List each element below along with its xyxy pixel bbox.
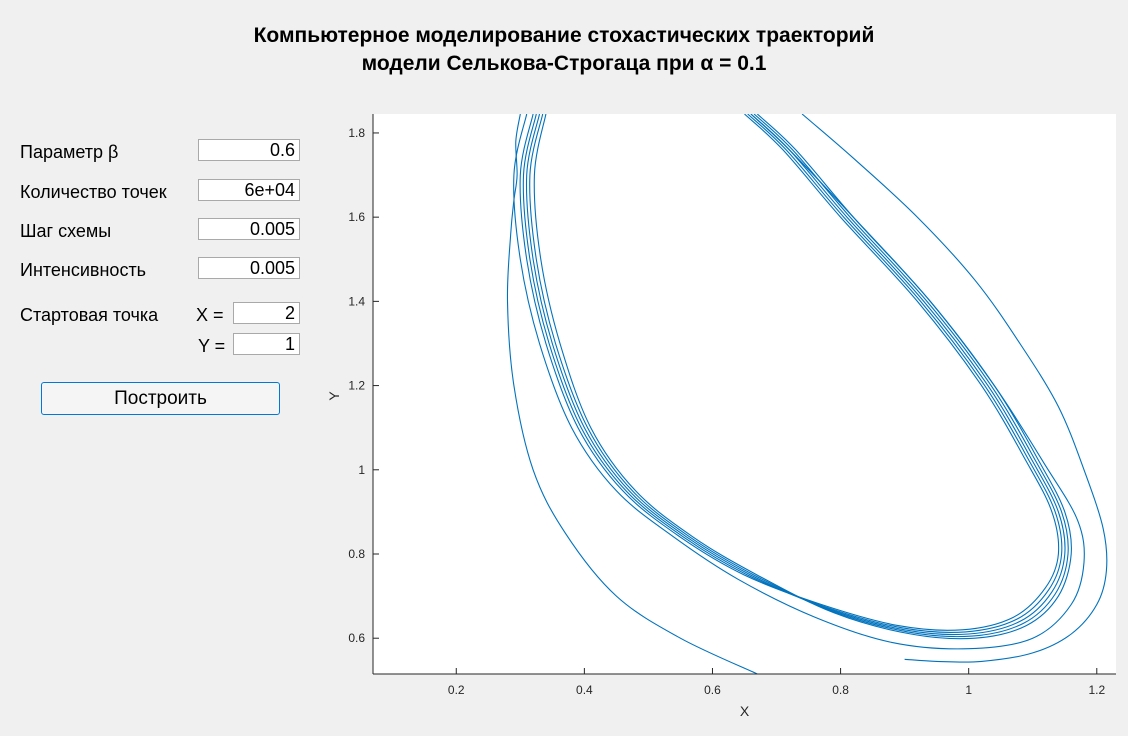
y-tick-label: 1.8: [348, 126, 365, 140]
intensity-label: Интенсивность: [20, 260, 147, 280]
title-line-1: Компьютерное моделирование стохастически…: [253, 24, 875, 47]
start-point-label: Стартовая точка: [20, 305, 159, 325]
trajectory-line-8: [801, 114, 1108, 663]
x-axis-label: X: [740, 703, 750, 719]
x-tick-label: 0.8: [832, 683, 849, 697]
y-tick-label: 0.8: [348, 547, 365, 561]
build-button[interactable]: Построить: [41, 382, 280, 415]
plot-area: [373, 114, 1116, 674]
step-input[interactable]: [198, 218, 300, 240]
page-title: Компьютерное моделирование стохастически…: [0, 22, 1128, 78]
trajectory-line-1: [506, 114, 758, 674]
intensity-input[interactable]: [198, 257, 300, 279]
x-tick-label: 0.4: [576, 683, 593, 697]
trajectory-line-6: [519, 114, 1060, 631]
trajectory-lines: [506, 114, 1108, 674]
x-tick-label: 0.2: [448, 683, 465, 697]
y-tick-label: 0.6: [348, 631, 365, 645]
beta-input[interactable]: [198, 139, 300, 161]
beta-label: Параметр β: [20, 142, 119, 162]
point-count-label: Количество точек: [20, 182, 167, 202]
start-y-label: Y =: [198, 336, 226, 356]
x-tick-label: 0.6: [704, 683, 721, 697]
start-x-input[interactable]: [233, 302, 300, 324]
step-label: Шаг схемы: [20, 221, 112, 241]
trajectory-line-4: [522, 114, 1063, 633]
y-tick-label: 1.2: [348, 379, 365, 393]
trajectory-line-2: [525, 114, 1066, 636]
x-tick-label: 1: [965, 683, 972, 697]
start-x-label: X =: [196, 305, 224, 325]
title-line-2: модели Селькова-Строгаца при α = 0.1: [361, 52, 767, 75]
y-tick-label: 1: [358, 463, 365, 477]
point-count-input[interactable]: [198, 179, 300, 201]
y-tick-label: 1.4: [348, 294, 365, 308]
start-y-input[interactable]: [233, 333, 300, 355]
x-tick-label: 1.2: [1088, 683, 1105, 697]
y-tick-label: 1.6: [348, 210, 365, 224]
trajectory-line-7: [513, 114, 1085, 650]
axes: 0.2 0.4 0.6 0.8 1 1.2 0.6 0.8 1 1.2 1.4 1.6 1.8: [348, 114, 1116, 697]
trajectory-line-3: [529, 114, 1069, 638]
y-axis-label: Y: [326, 391, 342, 401]
